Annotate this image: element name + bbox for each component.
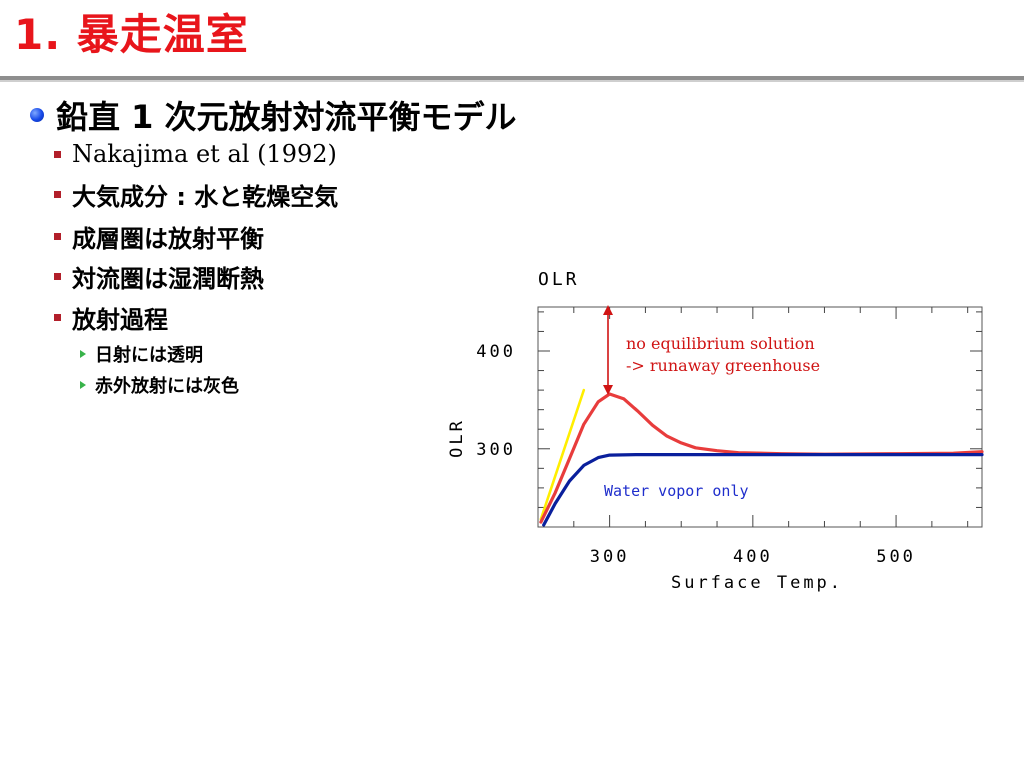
x-tick-label: 400 <box>733 547 773 567</box>
bullet-dot-icon <box>30 108 44 122</box>
y-axis-label: OLR <box>447 418 467 458</box>
axis-tick-labels: 300 400 500 300 400 <box>476 342 916 567</box>
axis-ticks <box>538 307 982 527</box>
triangle-bullet-icon <box>80 350 86 358</box>
bullet-item-text: 大気成分 : 水と乾燥空気 <box>72 183 339 211</box>
bullet-item: 放射過程 <box>54 300 168 335</box>
x-tick-label: 300 <box>590 547 630 567</box>
bullet-item: 対流圏は湿潤断熱 <box>54 259 264 294</box>
sub-bullet-item: 赤外放射には灰色 <box>80 372 239 398</box>
square-bullet-icon <box>54 191 61 198</box>
blue-water-vapor-curve <box>542 453 984 527</box>
bullet-item-text: 放射過程 <box>72 306 168 334</box>
square-bullet-icon <box>54 150 61 158</box>
square-bullet-icon <box>54 273 61 280</box>
triangle-bullet-icon <box>80 381 86 389</box>
sub-bullet-item: 日射には透明 <box>80 341 203 367</box>
annotation-no-equilibrium: no equilibrium solution <box>626 334 815 353</box>
arrow-head-up-icon <box>603 305 613 315</box>
annotation-water-vapor: Water vopor only <box>604 482 749 500</box>
square-bullet-icon <box>54 233 61 240</box>
yellow-reference-line <box>539 388 586 521</box>
x-tick-label: 500 <box>876 547 916 567</box>
bullet-level1-text: 鉛直 1 次元放射対流平衡モデル <box>56 98 517 136</box>
sub-bullet-item-text: 赤外放射には灰色 <box>95 376 239 397</box>
slide-title: 1. 暴走温室 <box>14 10 249 59</box>
bullet-item-text: Nakajima et al (1992) <box>72 140 337 168</box>
chart-series <box>539 388 984 527</box>
annotation-runaway: -> runaway greenhouse <box>626 356 820 375</box>
chart-title: OLR <box>538 269 580 290</box>
bullet-item: Nakajima et al (1992) <box>54 140 337 168</box>
olr-chart: OLR OLR Surface Temp. 300 400 500 300 400 no… <box>447 269 984 593</box>
red-olr-curve <box>539 392 984 524</box>
y-tick-label: 400 <box>476 342 516 362</box>
bullet-item-text: 対流圏は湿潤断熱 <box>72 265 264 293</box>
square-bullet-icon <box>54 314 61 321</box>
title-divider <box>0 76 1024 82</box>
sub-bullet-item-text: 日射には透明 <box>95 345 203 366</box>
bullet-item: 成層圏は放射平衡 <box>54 219 264 254</box>
bullet-item: 大気成分 : 水と乾燥空気 <box>54 177 338 212</box>
y-tick-label: 300 <box>476 440 516 460</box>
bullet-level1: 鉛直 1 次元放射対流平衡モデル <box>30 92 517 138</box>
x-axis-label: Surface Temp. <box>671 573 843 593</box>
arrow-head-down-icon <box>603 385 613 395</box>
plot-frame <box>537 306 983 528</box>
bullet-item-text: 成層圏は放射平衡 <box>72 225 264 253</box>
